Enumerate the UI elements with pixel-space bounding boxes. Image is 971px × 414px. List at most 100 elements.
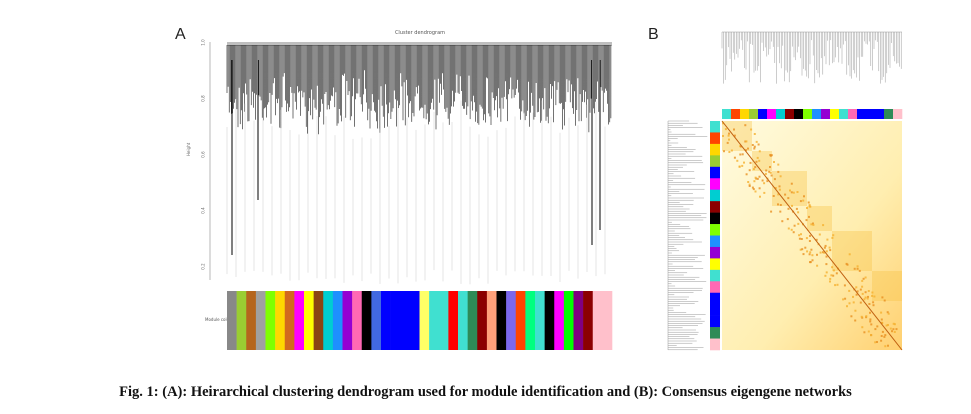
heatmap-cell [856, 267, 859, 270]
top-color-segment [821, 109, 831, 119]
heatmap-cell [745, 140, 748, 143]
panel-b-label: B [648, 26, 659, 43]
heatmap-cell [798, 237, 801, 240]
heatmap-cell [751, 144, 754, 146]
heatmap-cell [758, 150, 761, 153]
heatmap-cell [784, 193, 787, 196]
heatmap-cell [880, 318, 883, 321]
heatmap-cell [806, 207, 808, 209]
heatmap-cell [825, 271, 828, 274]
heatmap-cell [802, 199, 805, 202]
left-color-segment [710, 201, 720, 213]
heatmap-cell [790, 228, 793, 231]
heatmap-cell [761, 179, 764, 182]
left-module-color-bar [710, 121, 720, 351]
left-color-segment [710, 121, 720, 133]
figure-caption: Fig. 1: (A): Heirarchical clustering den… [119, 384, 852, 400]
heatmap-cell [753, 133, 756, 135]
top-color-segment [839, 109, 849, 119]
heatmap-cell [825, 250, 828, 253]
heatmap-cell [883, 299, 886, 302]
heatmap-cell [852, 295, 854, 298]
heatmap-cell [749, 161, 752, 164]
top-color-segment [758, 109, 768, 119]
heatmap-cell [752, 168, 755, 171]
heatmap-cell [806, 250, 809, 253]
heatmap-cell [733, 156, 736, 159]
module-color-segment [371, 291, 382, 350]
top-color-segment [731, 109, 741, 119]
module-color-segment [563, 291, 574, 350]
heatmap-cell [796, 191, 799, 193]
heatmap-cell [779, 210, 782, 213]
heatmap-cell [886, 311, 889, 314]
heatmap-cell [808, 253, 811, 256]
module-color-segment [467, 291, 478, 350]
heatmap-cell [830, 274, 833, 277]
heatmap-cell [887, 324, 889, 326]
heatmap-module-block [832, 231, 872, 271]
figure-canvas [209, 31, 903, 351]
heatmap-cell [870, 323, 873, 326]
heatmap-cell [778, 185, 781, 188]
heatmap-cell [777, 163, 780, 166]
heatmap-cell [787, 197, 790, 200]
top-color-segment [767, 109, 777, 119]
module-color-segment [554, 291, 565, 350]
dendrogram-branches [226, 42, 612, 135]
heatmap-cell [793, 224, 796, 227]
heatmap-cell [887, 312, 890, 315]
heatmap-cell [880, 311, 883, 314]
left-color-segment [710, 155, 720, 168]
heatmap-cell [798, 234, 801, 237]
heatmap-cell [808, 240, 811, 242]
top-color-segment [875, 109, 885, 119]
heatmap-cell [822, 224, 825, 227]
heatmap-cell [755, 160, 758, 163]
heatmap-cell [889, 327, 892, 330]
heatmap-cell [884, 345, 887, 348]
left-color-segment [710, 143, 720, 156]
heatmap-cell [856, 290, 859, 293]
heatmap-cell [745, 173, 748, 176]
module-color-segment [246, 291, 257, 350]
left-color-segment [710, 189, 720, 202]
heatmap-cell [832, 234, 835, 237]
left-color-segment [710, 315, 720, 328]
heatmap-cell [787, 227, 790, 230]
heatmap-cell [812, 223, 815, 226]
heatmap-cell [748, 183, 751, 186]
heatmap-cell [869, 311, 871, 314]
heatmap-cell [779, 175, 782, 178]
heatmap-cell [754, 166, 757, 169]
heatmap-cell [755, 140, 758, 143]
heatmap-cell [773, 178, 776, 181]
module-color-segment [486, 291, 497, 350]
heatmap-cell [846, 305, 848, 308]
heatmap-cell [739, 153, 742, 156]
left-color-segment [710, 292, 720, 305]
heatmap-cell [853, 267, 856, 270]
module-color-segment [419, 291, 430, 350]
heatmap-cell [828, 246, 831, 249]
heatmap-cell [753, 180, 756, 183]
heatmap-cell [809, 234, 811, 237]
heatmap-cell [730, 149, 733, 152]
module-color-segment [573, 291, 584, 350]
heatmap-cell [818, 233, 821, 236]
heatmap-cell [858, 269, 861, 272]
eigengene-heatmap [721, 120, 903, 351]
heatmap-cell [748, 185, 751, 187]
heatmap-cell [763, 182, 766, 185]
heatmap-cell [842, 298, 845, 301]
heatmap-cell [786, 218, 789, 221]
heatmap-cell [795, 207, 798, 210]
left-color-segment [710, 338, 720, 351]
heatmap-cell [887, 344, 889, 347]
heatmap-cell [880, 335, 883, 337]
heatmap-cell [772, 195, 775, 197]
heatmap-cell [876, 325, 879, 328]
heatmap-cell [752, 188, 755, 191]
heatmap-cell [802, 253, 805, 256]
heatmap-cell [792, 191, 795, 194]
